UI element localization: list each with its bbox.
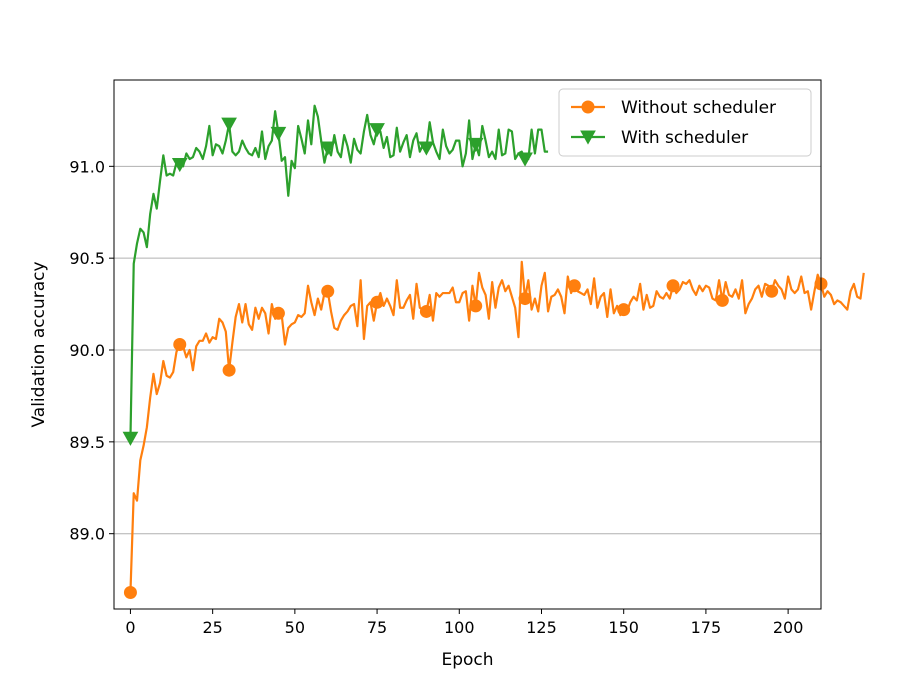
legend-label: Without scheduler [621, 98, 776, 118]
y-tick-label: 89.5 [69, 433, 105, 452]
x-axis-ticks: 0 25 50 75 100 125 150 175 200 [125, 609, 803, 637]
series-1-marker [171, 158, 188, 173]
legend: Without scheduler With scheduler [558, 88, 812, 157]
y-axis-ticks: 89.0 89.5 90.0 90.5 91.0 [69, 157, 114, 544]
series-1-marker [122, 431, 139, 446]
series-0-marker [123, 585, 137, 599]
series-0-marker [617, 303, 631, 317]
x-tick-label: 25 [202, 618, 222, 637]
series-0-marker [321, 284, 335, 298]
series-lines [129, 104, 865, 593]
y-tick-label: 91.0 [69, 157, 105, 176]
x-tick-label: 125 [526, 618, 557, 637]
x-tick-label: 200 [773, 618, 804, 637]
x-axis-label: Epoch [441, 650, 493, 670]
y-tick-label: 90.5 [69, 249, 105, 268]
series-1-marker [467, 137, 484, 152]
x-tick-label: 75 [367, 618, 387, 637]
x-tick-label: 175 [691, 618, 722, 637]
series-1-marker [221, 117, 237, 132]
x-tick-label: 50 [285, 618, 305, 637]
legend-marker [580, 130, 596, 145]
x-tick-label: 100 [444, 618, 475, 637]
series-0-marker [173, 338, 187, 351]
series-1-marker [270, 126, 287, 141]
series-0-marker [715, 293, 729, 307]
series-0-marker [370, 295, 384, 309]
series-0-marker [666, 279, 680, 293]
series-0-marker [567, 279, 581, 293]
series-0-marker [518, 292, 532, 306]
series-markers [122, 117, 828, 599]
series-1-marker [517, 152, 533, 167]
x-tick-label: 150 [608, 618, 639, 637]
series-1-marker [418, 141, 435, 156]
series-0-marker [222, 363, 236, 377]
series-1-marker [319, 141, 336, 156]
x-tick-label: 0 [125, 618, 135, 637]
y-axis-label: Validation accuracy [29, 261, 49, 427]
y-tick-label: 89.0 [69, 525, 105, 544]
series-0-marker [469, 299, 483, 313]
series-0-marker [765, 284, 779, 298]
y-tick-label: 90.0 [69, 341, 105, 360]
plot-frame [113, 79, 822, 610]
series-1-marker [369, 123, 385, 138]
series-0-marker [419, 304, 433, 318]
legend-marker [581, 100, 595, 114]
series-0-marker [271, 306, 285, 320]
legend-label: With scheduler [621, 128, 748, 148]
series-line-1 [129, 104, 549, 439]
series-line-0 [129, 260, 865, 593]
legend-box [558, 88, 812, 157]
